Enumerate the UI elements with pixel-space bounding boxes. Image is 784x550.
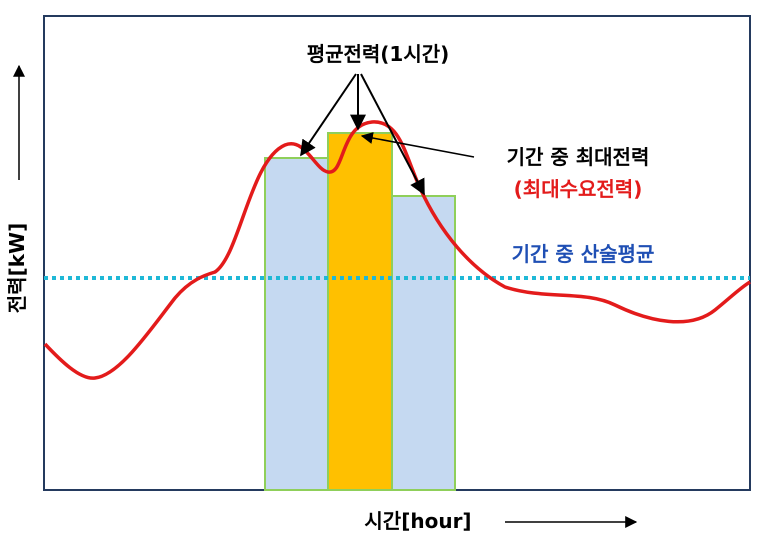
hourly-average-label: 평균전력(1시간) (307, 42, 450, 66)
hourly-average-bar-1 (264, 157, 330, 491)
period-max-label: 기간 중 최대전력 (507, 145, 650, 169)
hourly-average-bar-3 (390, 195, 456, 491)
peak-hourly-average-bar (327, 132, 393, 491)
peak-demand-label: (최대수요전력) (514, 177, 643, 201)
pointer-arrow-bar-1 (300, 73, 357, 157)
pointer-arrow-period-max (360, 132, 475, 158)
pointer-arrow-bar-3 (360, 73, 425, 196)
y-axis-label: 전력[kW] (5, 223, 29, 313)
power-demand-curve (43, 120, 751, 380)
x-axis-label: 시간[hour] (364, 509, 471, 533)
arithmetic-mean-label: 기간 중 산술평균 (512, 242, 655, 266)
